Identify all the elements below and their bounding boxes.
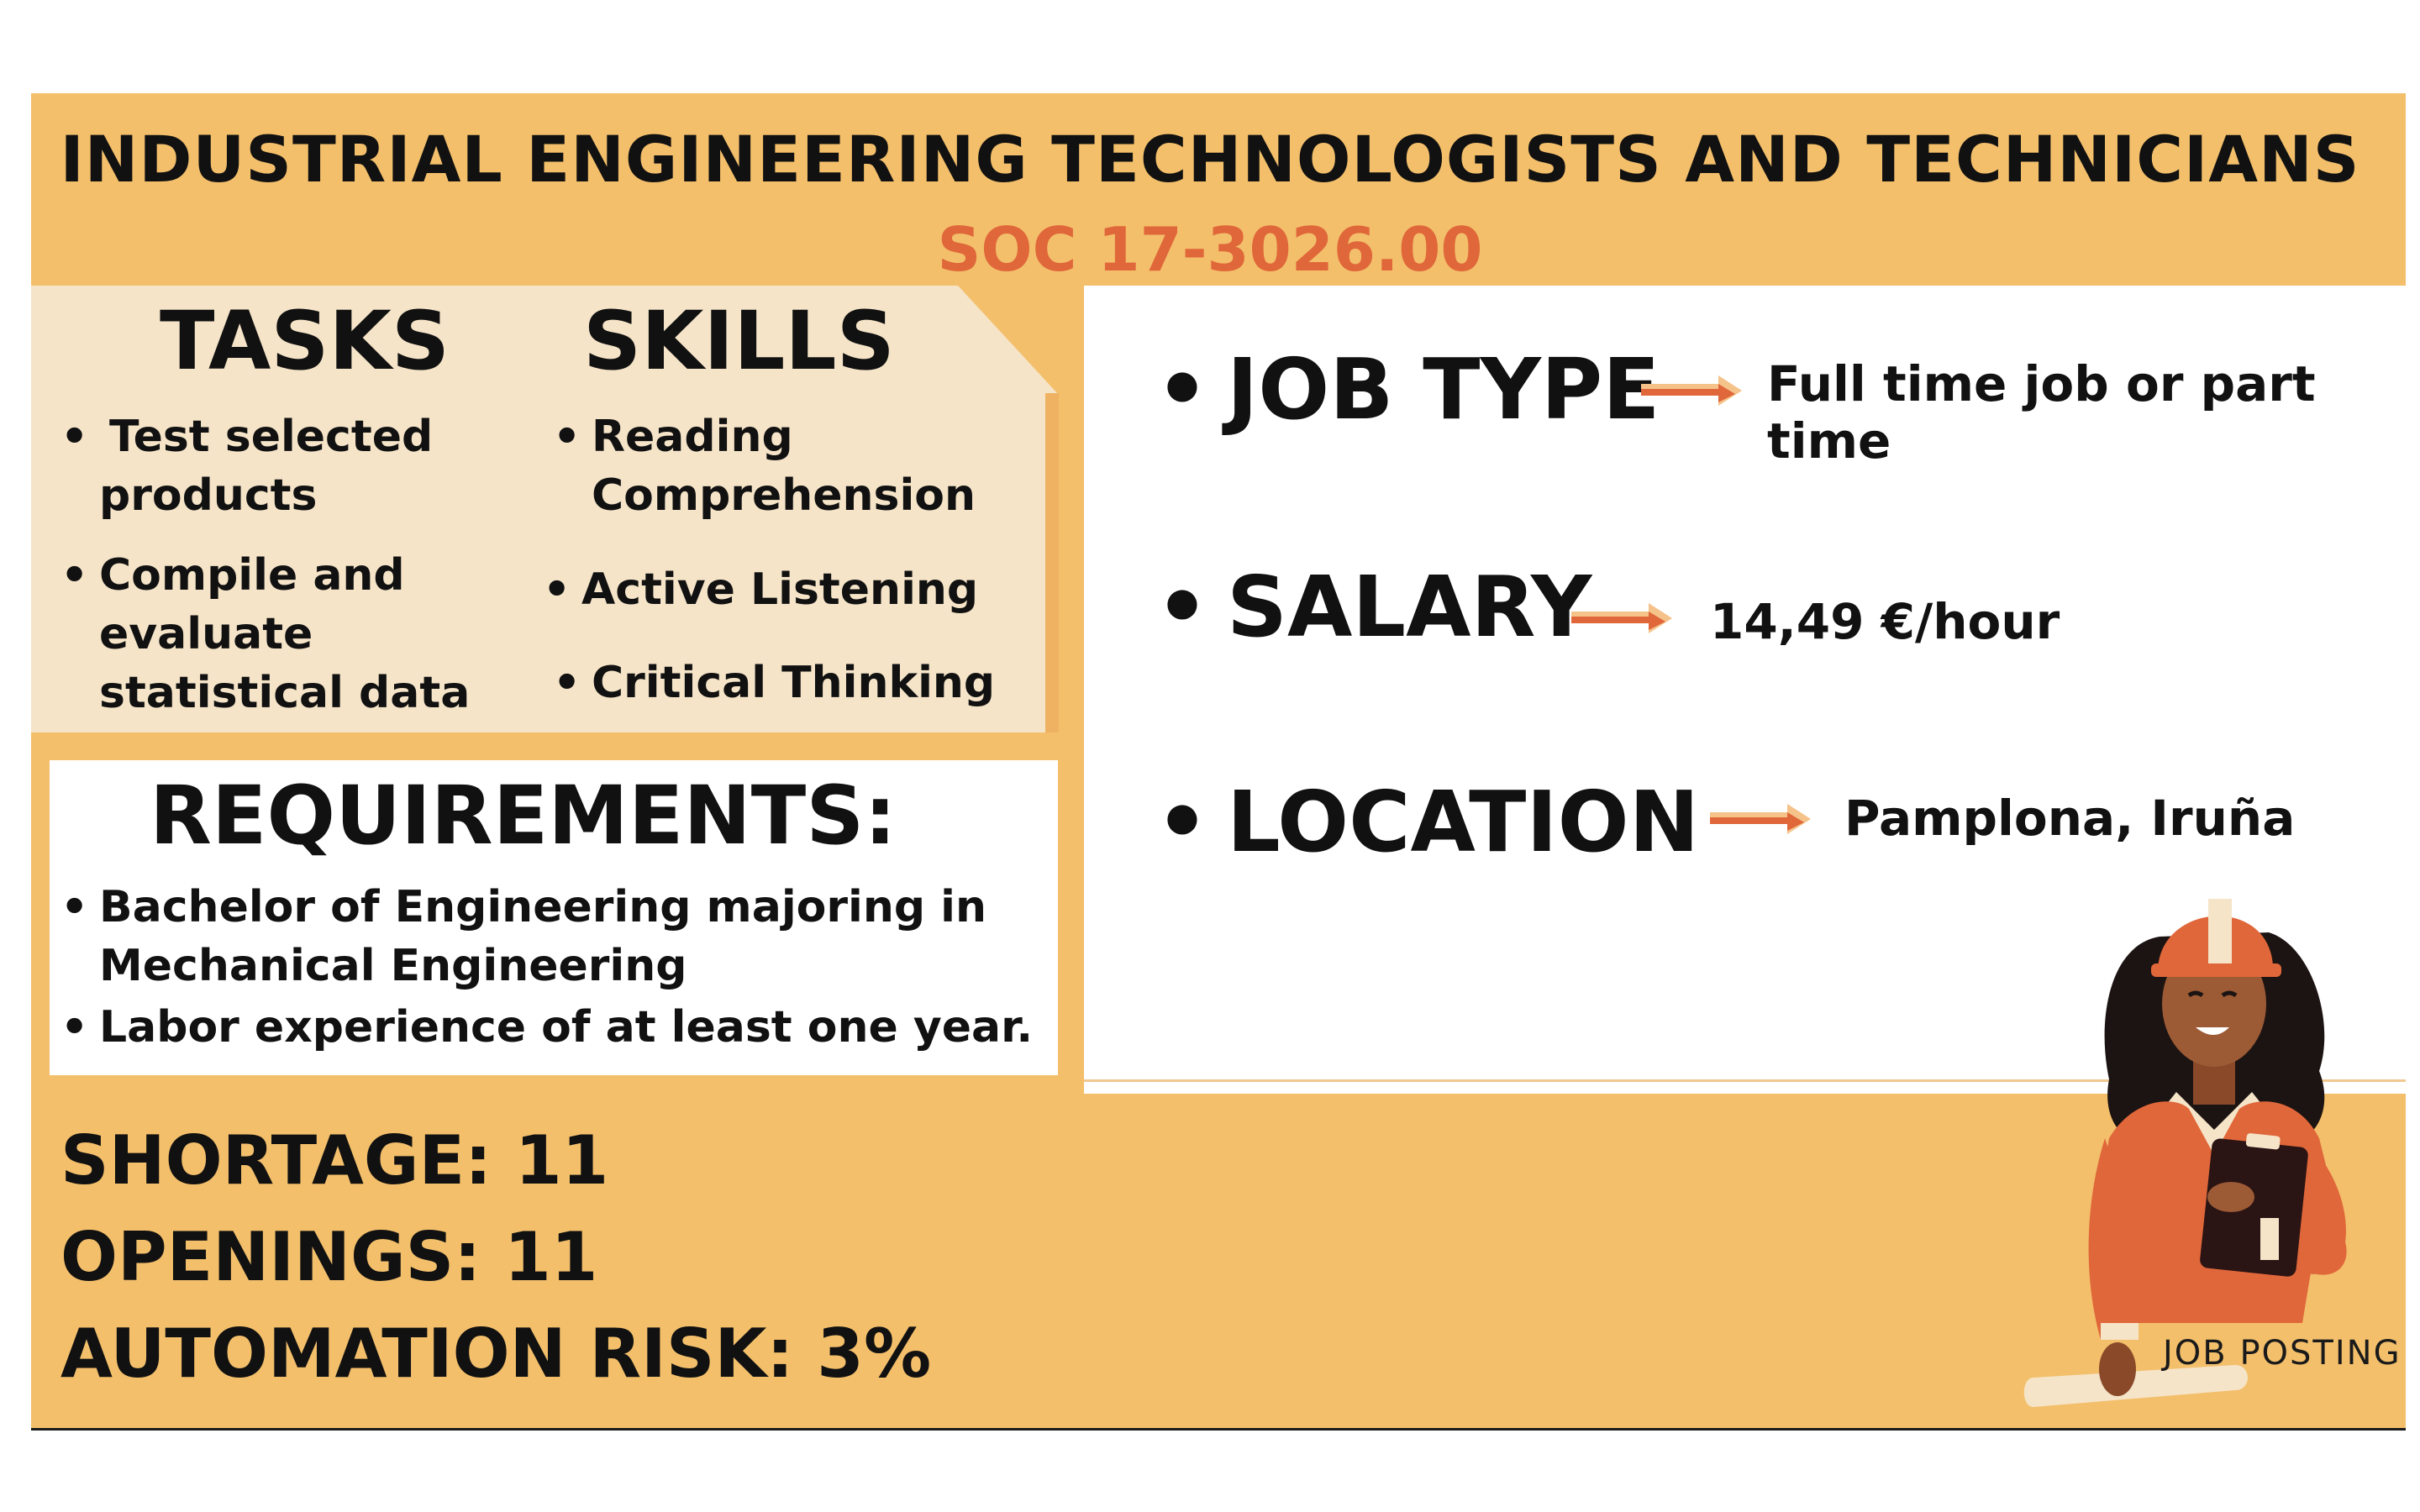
salary-label: SALARY: [1227, 558, 1592, 656]
skill-item-line: Critical Thinking: [592, 658, 996, 708]
requirements-heading: REQUIREMENTS:: [150, 769, 897, 863]
bullet-icon: •: [1155, 558, 1209, 656]
task-item-line: statistical data: [99, 668, 471, 718]
location-row: • LOCATION: [1155, 773, 1700, 871]
soc-code: SOC 17-3026.00: [937, 214, 1483, 285]
panel-edge: [1045, 393, 1059, 732]
arrow-right-icon: [1710, 804, 1811, 834]
bullet-icon: •: [1155, 340, 1209, 438]
job-type-label: JOB TYPE: [1227, 340, 1660, 438]
bottom-divider: [31, 1428, 2406, 1431]
automation-risk-stat: AUTOMATION RISK: 3%: [60, 1315, 932, 1393]
task-item: Compile and evaluate statistical data: [60, 546, 471, 722]
job-posting-badge: JOB POSTING: [2163, 1334, 2402, 1373]
details-panel-line: [1084, 1079, 2406, 1082]
skill-item: Active Listening: [543, 560, 979, 619]
salary-row: • SALARY: [1155, 558, 1592, 656]
arrow-right-icon: [1641, 375, 1742, 406]
skill-item-line: Comprehension: [592, 470, 976, 521]
requirement-line: Mechanical Engineering: [99, 941, 687, 991]
requirement-line: Bachelor of Engineering majoring in: [99, 882, 987, 932]
job-type-row: • JOB TYPE: [1155, 340, 1660, 438]
arrow-right-icon: [1571, 603, 1672, 633]
location-label: LOCATION: [1227, 773, 1700, 871]
page-title: INDUSTRIAL ENGINEERING TECHNOLOGISTS AND…: [60, 122, 2360, 197]
skills-heading: SKILLS: [583, 294, 895, 388]
requirement-line: Labor experience of at least one year.: [99, 1002, 1034, 1053]
task-item-line: Compile and: [99, 550, 405, 601]
shortage-stat: SHORTAGE: 11: [60, 1121, 609, 1200]
requirement-item: Bachelor of Engineering majoring in Mech…: [60, 878, 987, 995]
requirement-item: Labor experience of at least one year.: [60, 998, 1034, 1057]
skill-item-line: Active Listening: [581, 564, 979, 615]
skill-item: Critical Thinking: [553, 654, 996, 712]
engineer-illustration: [2023, 899, 2347, 1407]
task-item: Test selected products: [60, 407, 434, 525]
tasks-heading: TASKS: [160, 294, 450, 388]
bullet-icon: •: [1155, 773, 1209, 871]
task-item-line: Test selected: [109, 412, 434, 462]
task-item-line: evaluate: [99, 609, 313, 659]
location-value: Pamplona, Iruña: [1844, 790, 2296, 847]
skill-item-line: Reading: [592, 412, 793, 462]
openings-stat: OPENINGS: 11: [60, 1218, 598, 1296]
job-type-value: Full time job or part time: [1767, 355, 2316, 470]
task-item-line: products: [99, 470, 318, 521]
skill-item: Reading Comprehension: [553, 407, 976, 525]
salary-value: 14,49 €/hour: [1710, 593, 2060, 650]
